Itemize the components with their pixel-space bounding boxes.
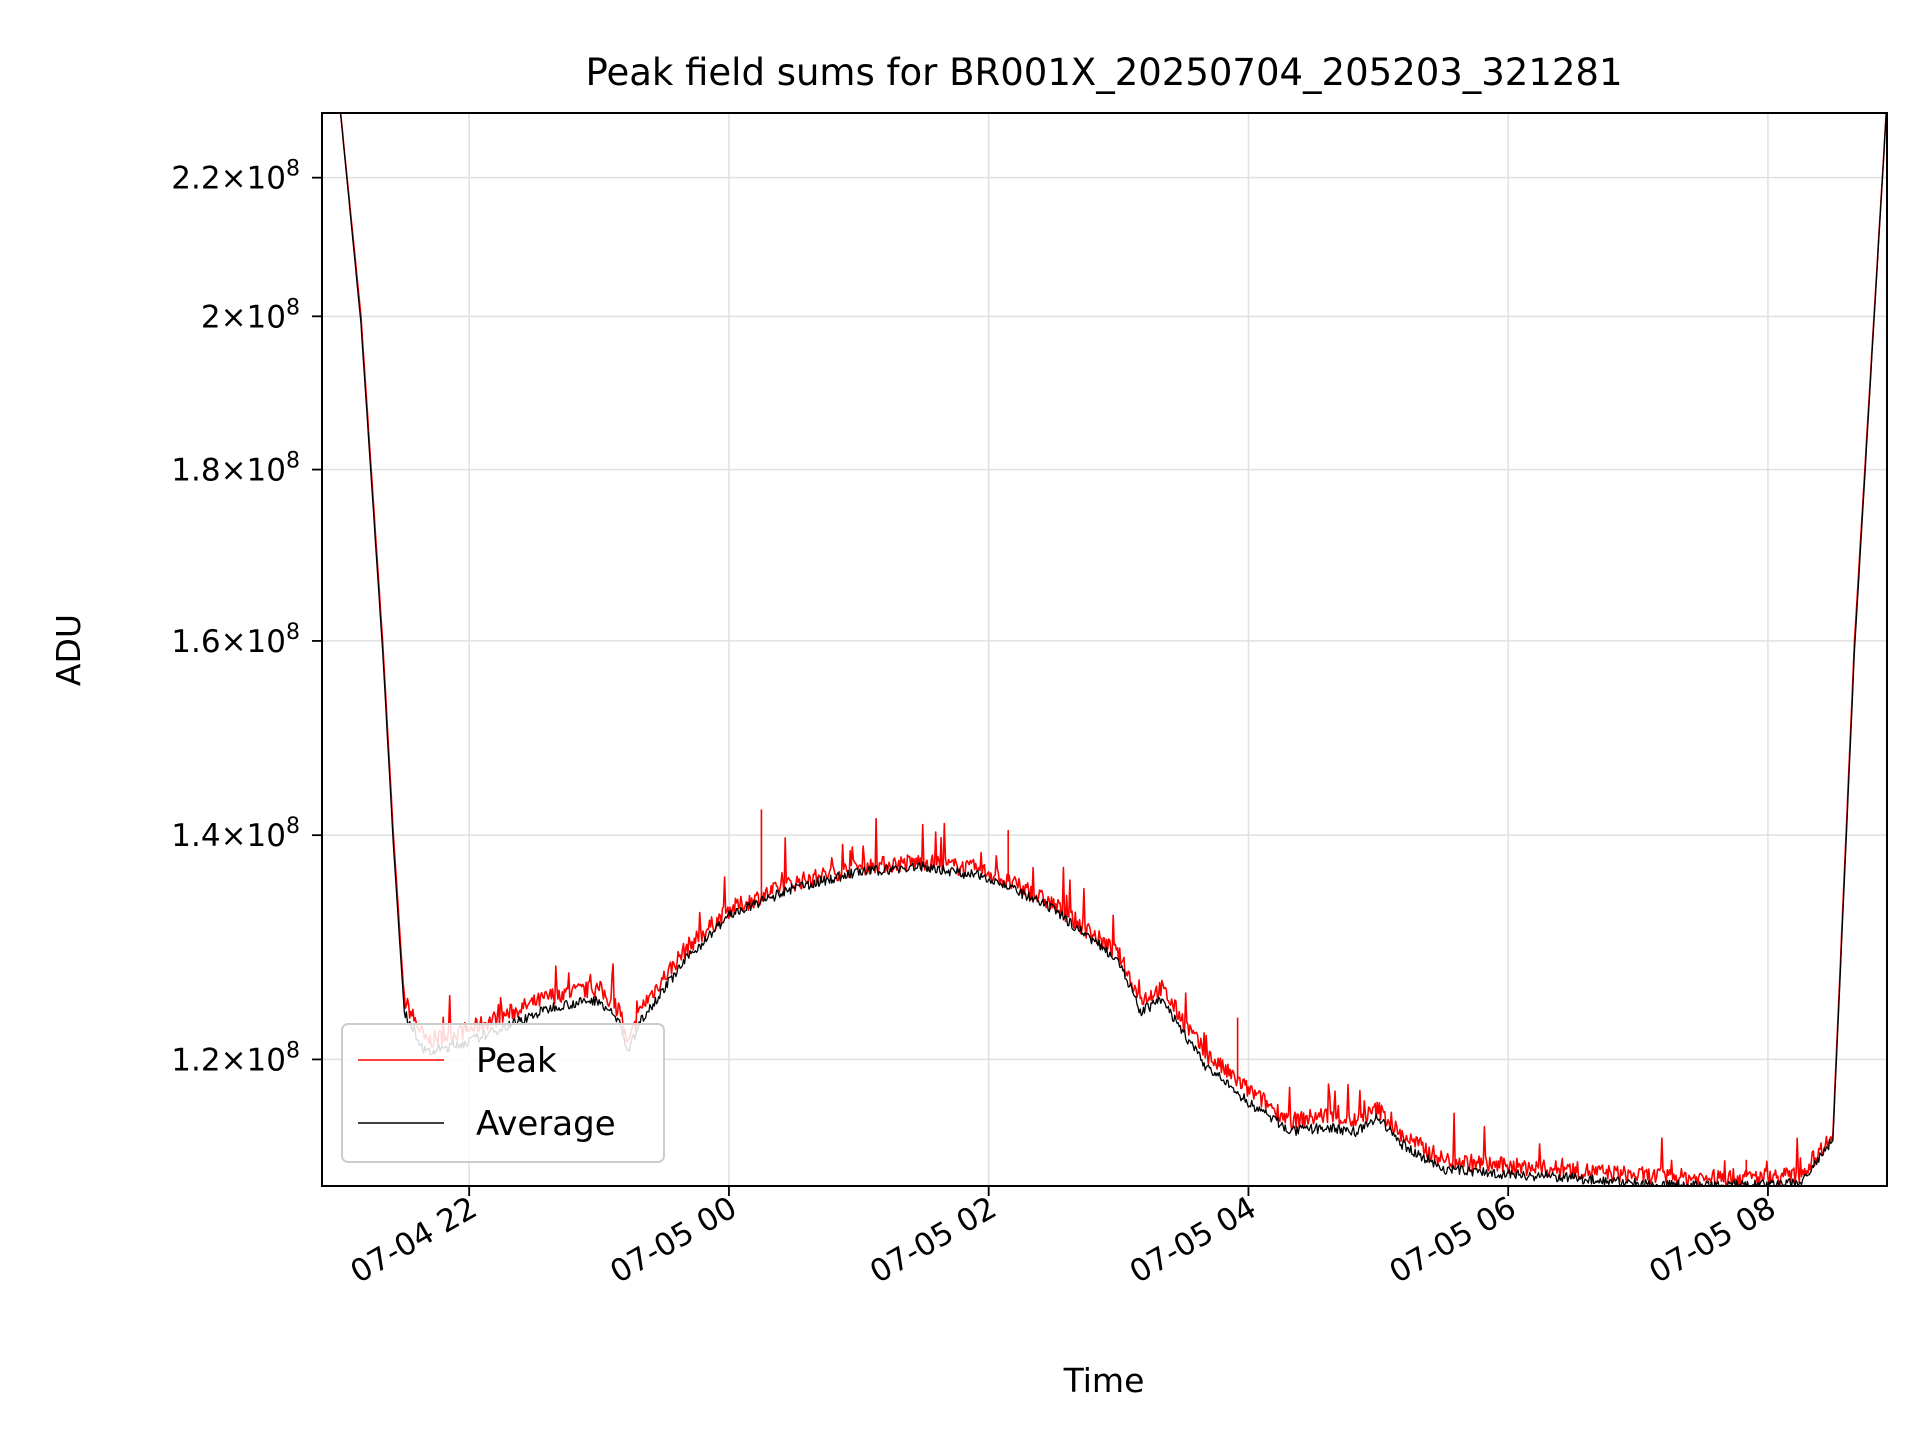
legend-label-peak: Peak: [476, 1041, 557, 1081]
series-peak: [339, 113, 1887, 1186]
chart-title: Peak field sums for BR001X_20250704_2052…: [585, 51, 1622, 94]
y-tick-label: 1.4×108: [171, 814, 300, 854]
y-tick-label: 2.2×108: [171, 157, 300, 197]
legend: Peak Average: [341, 1023, 665, 1163]
series-layer: [339, 113, 1887, 1186]
y-axis: 1.2×108 1.4×108 1.6×108 1.8×108 2×108 2.2×108: [171, 157, 322, 1078]
y-tick-label: 1.6×108: [171, 620, 300, 660]
y-tick-label: 2×108: [201, 295, 300, 335]
legend-box: [341, 1023, 665, 1163]
legend-label-average: Average: [476, 1104, 616, 1144]
y-tick-label: 1.2×108: [171, 1038, 300, 1078]
x-axis-label: Time: [1063, 1361, 1145, 1400]
grid: [322, 113, 1887, 1186]
y-axis-label: ADU: [49, 614, 88, 686]
plot-frame: [321, 112, 1888, 1187]
series-average: [339, 113, 1887, 1186]
y-tick-label: 1.8×108: [171, 449, 300, 489]
